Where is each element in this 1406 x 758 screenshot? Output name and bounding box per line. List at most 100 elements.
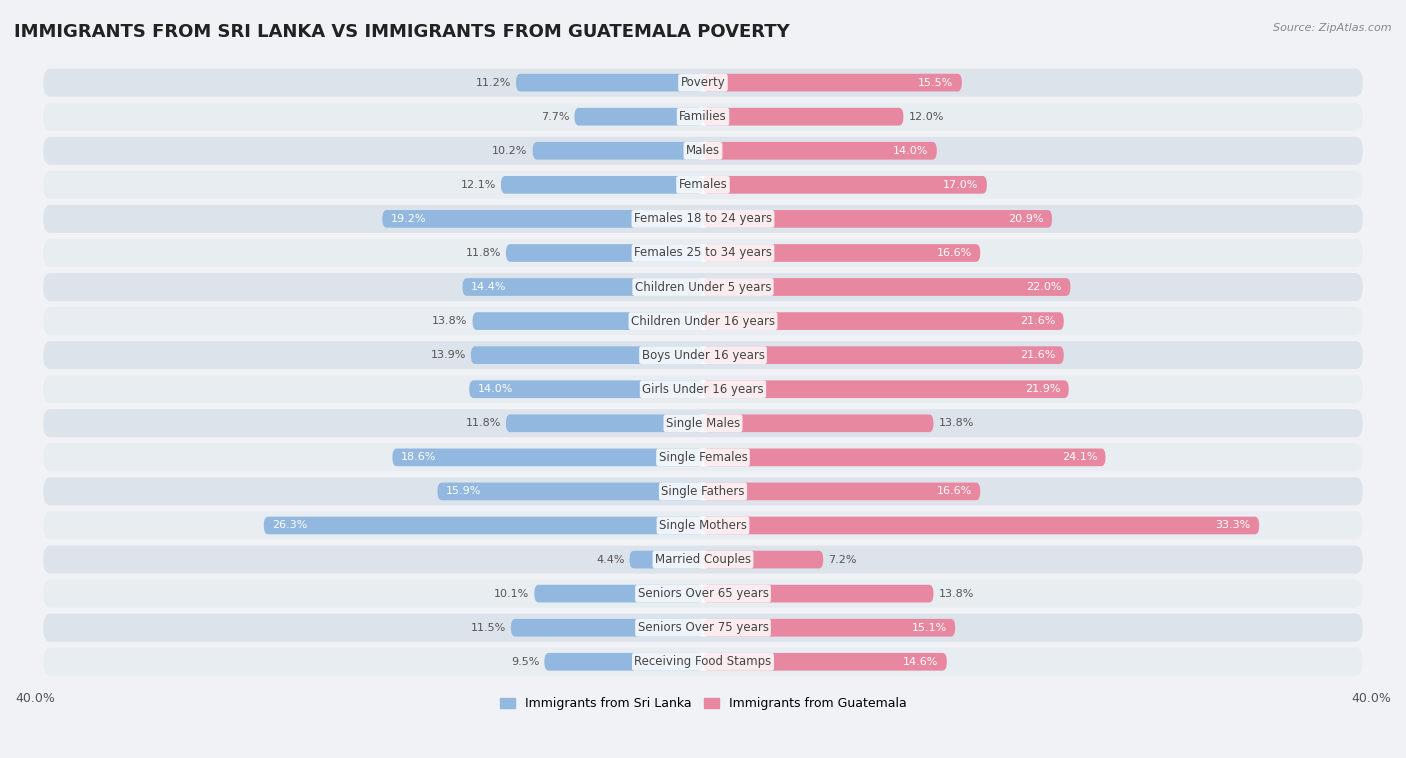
FancyBboxPatch shape: [703, 551, 824, 568]
Text: Seniors Over 75 years: Seniors Over 75 years: [637, 622, 769, 634]
FancyBboxPatch shape: [44, 273, 1362, 301]
FancyBboxPatch shape: [470, 381, 703, 398]
Text: 21.9%: 21.9%: [1025, 384, 1060, 394]
FancyBboxPatch shape: [703, 483, 980, 500]
FancyBboxPatch shape: [630, 551, 703, 568]
Text: 21.6%: 21.6%: [1019, 316, 1056, 326]
FancyBboxPatch shape: [44, 171, 1362, 199]
FancyBboxPatch shape: [703, 346, 1064, 364]
FancyBboxPatch shape: [703, 74, 962, 92]
Text: 10.1%: 10.1%: [494, 589, 529, 599]
FancyBboxPatch shape: [544, 653, 703, 671]
Text: Females 25 to 34 years: Females 25 to 34 years: [634, 246, 772, 259]
Text: 14.4%: 14.4%: [471, 282, 506, 292]
FancyBboxPatch shape: [703, 244, 980, 262]
Text: 9.5%: 9.5%: [510, 656, 540, 667]
Text: 13.8%: 13.8%: [432, 316, 468, 326]
Text: 15.9%: 15.9%: [446, 487, 481, 496]
FancyBboxPatch shape: [703, 312, 1064, 330]
Text: 10.2%: 10.2%: [492, 146, 527, 155]
Text: Boys Under 16 years: Boys Under 16 years: [641, 349, 765, 362]
Text: 22.0%: 22.0%: [1026, 282, 1062, 292]
FancyBboxPatch shape: [516, 74, 703, 92]
FancyBboxPatch shape: [44, 614, 1362, 642]
FancyBboxPatch shape: [264, 517, 703, 534]
FancyBboxPatch shape: [44, 409, 1362, 437]
Text: 14.0%: 14.0%: [478, 384, 513, 394]
Text: IMMIGRANTS FROM SRI LANKA VS IMMIGRANTS FROM GUATEMALA POVERTY: IMMIGRANTS FROM SRI LANKA VS IMMIGRANTS …: [14, 23, 790, 41]
FancyBboxPatch shape: [575, 108, 703, 126]
Text: 11.8%: 11.8%: [465, 418, 501, 428]
FancyBboxPatch shape: [44, 478, 1362, 506]
FancyBboxPatch shape: [501, 176, 703, 194]
FancyBboxPatch shape: [437, 483, 703, 500]
Text: Single Females: Single Females: [658, 451, 748, 464]
Text: 11.8%: 11.8%: [465, 248, 501, 258]
Text: 24.1%: 24.1%: [1062, 453, 1097, 462]
Text: 19.2%: 19.2%: [391, 214, 426, 224]
FancyBboxPatch shape: [44, 546, 1362, 574]
Text: Children Under 5 years: Children Under 5 years: [634, 280, 772, 293]
Text: Girls Under 16 years: Girls Under 16 years: [643, 383, 763, 396]
FancyBboxPatch shape: [533, 142, 703, 160]
Text: 21.6%: 21.6%: [1019, 350, 1056, 360]
FancyBboxPatch shape: [44, 512, 1362, 540]
Text: Seniors Over 65 years: Seniors Over 65 years: [637, 587, 769, 600]
FancyBboxPatch shape: [703, 517, 1260, 534]
Text: 26.3%: 26.3%: [273, 521, 308, 531]
Text: Receiving Food Stamps: Receiving Food Stamps: [634, 655, 772, 669]
Text: Children Under 16 years: Children Under 16 years: [631, 315, 775, 327]
Text: 11.2%: 11.2%: [475, 77, 510, 88]
Text: 20.9%: 20.9%: [1008, 214, 1043, 224]
FancyBboxPatch shape: [703, 142, 936, 160]
FancyBboxPatch shape: [703, 278, 1070, 296]
Legend: Immigrants from Sri Lanka, Immigrants from Guatemala: Immigrants from Sri Lanka, Immigrants fr…: [495, 692, 911, 715]
FancyBboxPatch shape: [703, 176, 987, 194]
Text: 33.3%: 33.3%: [1216, 521, 1251, 531]
FancyBboxPatch shape: [44, 136, 1362, 164]
FancyBboxPatch shape: [463, 278, 703, 296]
Text: 12.0%: 12.0%: [908, 111, 943, 122]
FancyBboxPatch shape: [44, 443, 1362, 471]
FancyBboxPatch shape: [703, 108, 904, 126]
Text: Females: Females: [679, 178, 727, 191]
Text: 12.1%: 12.1%: [461, 180, 496, 190]
FancyBboxPatch shape: [471, 346, 703, 364]
Text: Single Fathers: Single Fathers: [661, 485, 745, 498]
FancyBboxPatch shape: [534, 584, 703, 603]
Text: Married Couples: Married Couples: [655, 553, 751, 566]
FancyBboxPatch shape: [703, 210, 1052, 227]
FancyBboxPatch shape: [44, 375, 1362, 403]
Text: 16.6%: 16.6%: [936, 487, 972, 496]
Text: Males: Males: [686, 144, 720, 157]
FancyBboxPatch shape: [506, 244, 703, 262]
FancyBboxPatch shape: [703, 381, 1069, 398]
Text: Single Mothers: Single Mothers: [659, 519, 747, 532]
FancyBboxPatch shape: [703, 619, 955, 637]
FancyBboxPatch shape: [44, 103, 1362, 130]
FancyBboxPatch shape: [506, 415, 703, 432]
FancyBboxPatch shape: [44, 69, 1362, 96]
FancyBboxPatch shape: [44, 205, 1362, 233]
FancyBboxPatch shape: [382, 210, 703, 227]
FancyBboxPatch shape: [44, 580, 1362, 608]
Text: 7.7%: 7.7%: [541, 111, 569, 122]
Text: Source: ZipAtlas.com: Source: ZipAtlas.com: [1274, 23, 1392, 33]
Text: 14.0%: 14.0%: [893, 146, 928, 155]
Text: Single Males: Single Males: [666, 417, 740, 430]
Text: 17.0%: 17.0%: [943, 180, 979, 190]
Text: 7.2%: 7.2%: [828, 555, 856, 565]
FancyBboxPatch shape: [44, 341, 1362, 369]
FancyBboxPatch shape: [44, 648, 1362, 675]
Text: Poverty: Poverty: [681, 76, 725, 89]
FancyBboxPatch shape: [392, 449, 703, 466]
Text: 4.4%: 4.4%: [596, 555, 624, 565]
FancyBboxPatch shape: [44, 239, 1362, 267]
Text: 13.9%: 13.9%: [430, 350, 465, 360]
Text: 15.5%: 15.5%: [918, 77, 953, 88]
FancyBboxPatch shape: [44, 307, 1362, 335]
FancyBboxPatch shape: [472, 312, 703, 330]
Text: Families: Families: [679, 110, 727, 124]
FancyBboxPatch shape: [703, 415, 934, 432]
Text: 13.8%: 13.8%: [938, 589, 974, 599]
